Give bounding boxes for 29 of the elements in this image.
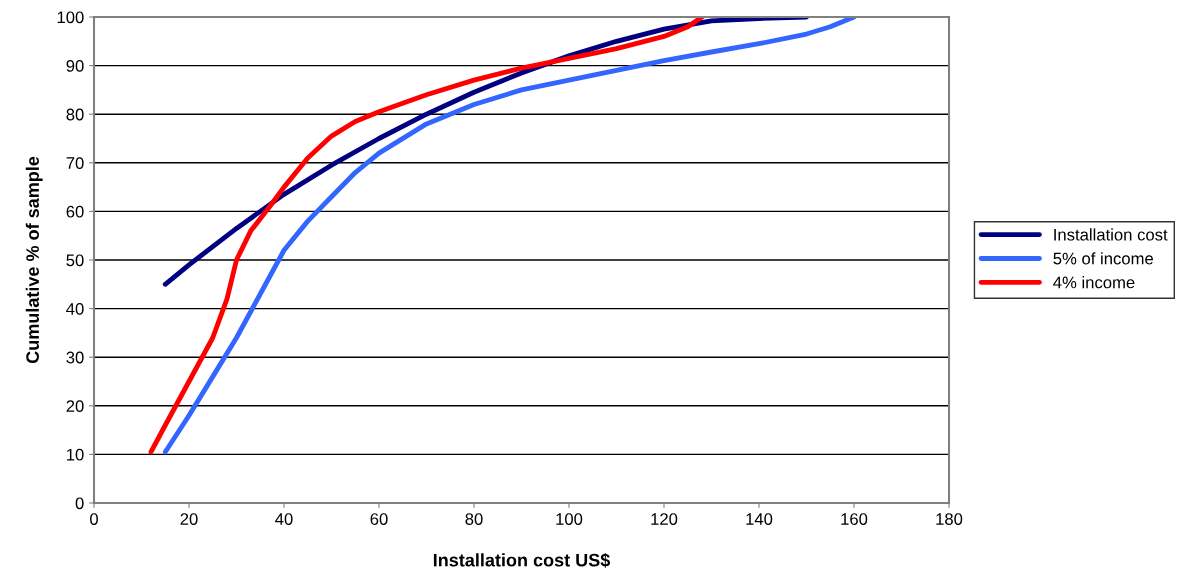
- x-tick-label: 60: [370, 513, 388, 525]
- x-tick-label: 180: [936, 513, 963, 525]
- line-series: [162, 17, 857, 455]
- y-tick-label: 10: [67, 448, 84, 461]
- legend-label: 4% income: [1053, 276, 1135, 289]
- x-tick-label: 20: [180, 513, 198, 525]
- y-tick-label: 0: [75, 497, 84, 510]
- legend-label: 5% of income: [1053, 252, 1153, 265]
- y-tick-label: 50: [66, 254, 84, 267]
- x-tick-label: 40: [275, 513, 293, 525]
- x-tick-label: 120: [651, 513, 678, 525]
- y-tick-label: 30: [66, 351, 84, 364]
- y-tick-label: 40: [66, 303, 84, 315]
- y-tick-label: 90: [66, 60, 84, 72]
- x-tick-label: 100: [556, 513, 583, 525]
- x-tick-label: 160: [841, 513, 868, 525]
- x-tick-label: 140: [746, 513, 773, 525]
- y-axis-title: Cumulative % of sample: [25, 156, 43, 364]
- x-tick-label: 80: [465, 513, 483, 525]
- y-tick-label: 20: [66, 400, 84, 412]
- y-tick-label: 60: [66, 205, 84, 218]
- legend-label: Installation cost: [1054, 228, 1168, 241]
- line-series: [162, 17, 809, 287]
- line-series: [148, 17, 705, 455]
- y-tick-label: 70: [66, 157, 84, 169]
- y-tick-label: 80: [66, 108, 84, 121]
- y-tick-label: 100: [57, 11, 84, 24]
- x-tick-label: 0: [90, 513, 98, 525]
- x-axis-title: Installation cost US$: [433, 552, 611, 568]
